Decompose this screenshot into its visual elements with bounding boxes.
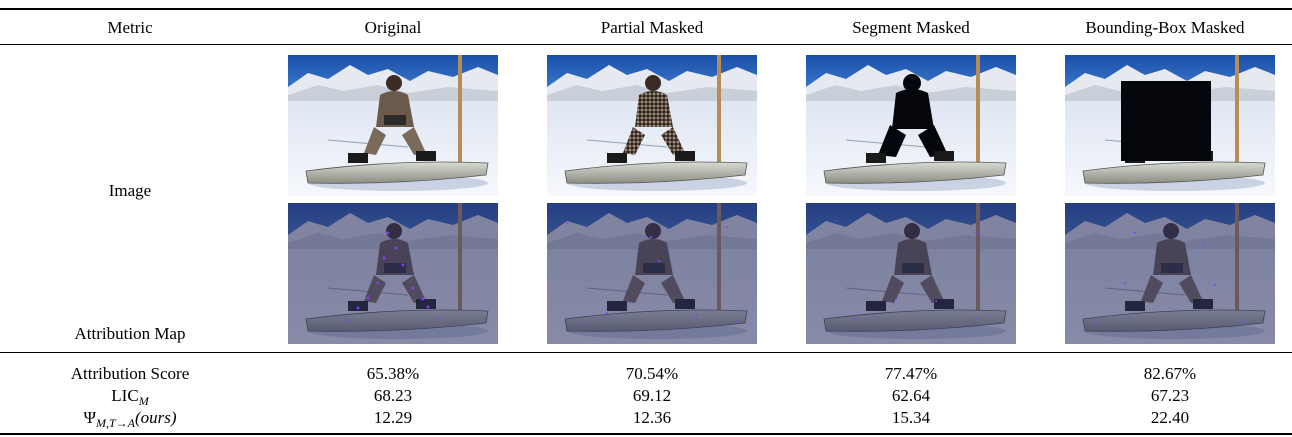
value-psi-bbox: 22.40 (1150, 408, 1190, 427)
header-partial-masked: Partial Masked (600, 18, 704, 37)
value-psi-segment: 15.34 (891, 408, 931, 427)
metric-label-lic: LICM (50, 386, 210, 408)
value-psi-partial: 12.36 (632, 408, 672, 427)
body-rule (0, 352, 1292, 353)
attribution-map-original (288, 203, 498, 344)
header-rule (0, 44, 1292, 45)
bottom-rule (0, 433, 1292, 435)
metric-sub: M (138, 394, 149, 408)
header-original: Original (364, 18, 422, 37)
metric-sub: M,T→A (95, 416, 135, 430)
value-attribution-score-original: 65.38% (366, 364, 420, 383)
row-label-image: Image (108, 181, 152, 200)
header-metric: Metric (107, 18, 153, 37)
value-lic-partial: 69.12 (632, 386, 672, 405)
image-bbox-masked (1065, 55, 1275, 196)
value-lic-original: 68.23 (373, 386, 413, 405)
metric-label-psi: ΨM,T→A(ours) (50, 408, 210, 430)
header-segment-masked: Segment Masked (852, 18, 970, 37)
value-attribution-score-bbox: 82.67% (1143, 364, 1197, 383)
attribution-map-partial (547, 203, 757, 344)
value-attribution-score-segment: 77.47% (884, 364, 938, 383)
value-lic-segment: 62.64 (891, 386, 931, 405)
attribution-map-bbox (1065, 203, 1275, 344)
header-bbox-masked: Bounding-Box Masked (1085, 18, 1245, 37)
attribution-map-segment (806, 203, 1016, 344)
image-segment-masked (806, 55, 1016, 196)
value-lic-bbox: 67.23 (1150, 386, 1190, 405)
image-original (288, 55, 498, 196)
row-label-attribution-map: Attribution Map (74, 324, 186, 343)
value-psi-original: 12.29 (373, 408, 413, 427)
metric-main: Ψ (83, 408, 96, 427)
top-rule (0, 8, 1292, 10)
metric-suffix: (ours) (134, 408, 177, 427)
metric-label-attribution-score: Attribution Score (50, 364, 210, 384)
image-partial-masked (547, 55, 757, 196)
metric-main: LIC (111, 386, 139, 405)
metric-main: Attribution Score (70, 364, 190, 383)
value-attribution-score-partial: 70.54% (625, 364, 679, 383)
